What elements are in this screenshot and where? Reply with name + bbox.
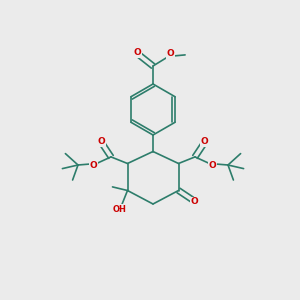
Text: O: O (208, 161, 216, 170)
Text: O: O (134, 48, 141, 57)
Text: O: O (167, 49, 174, 58)
Text: O: O (201, 137, 208, 146)
Text: O: O (98, 137, 105, 146)
Text: OH: OH (112, 205, 126, 214)
Text: O: O (90, 161, 98, 170)
Text: O: O (190, 197, 198, 206)
